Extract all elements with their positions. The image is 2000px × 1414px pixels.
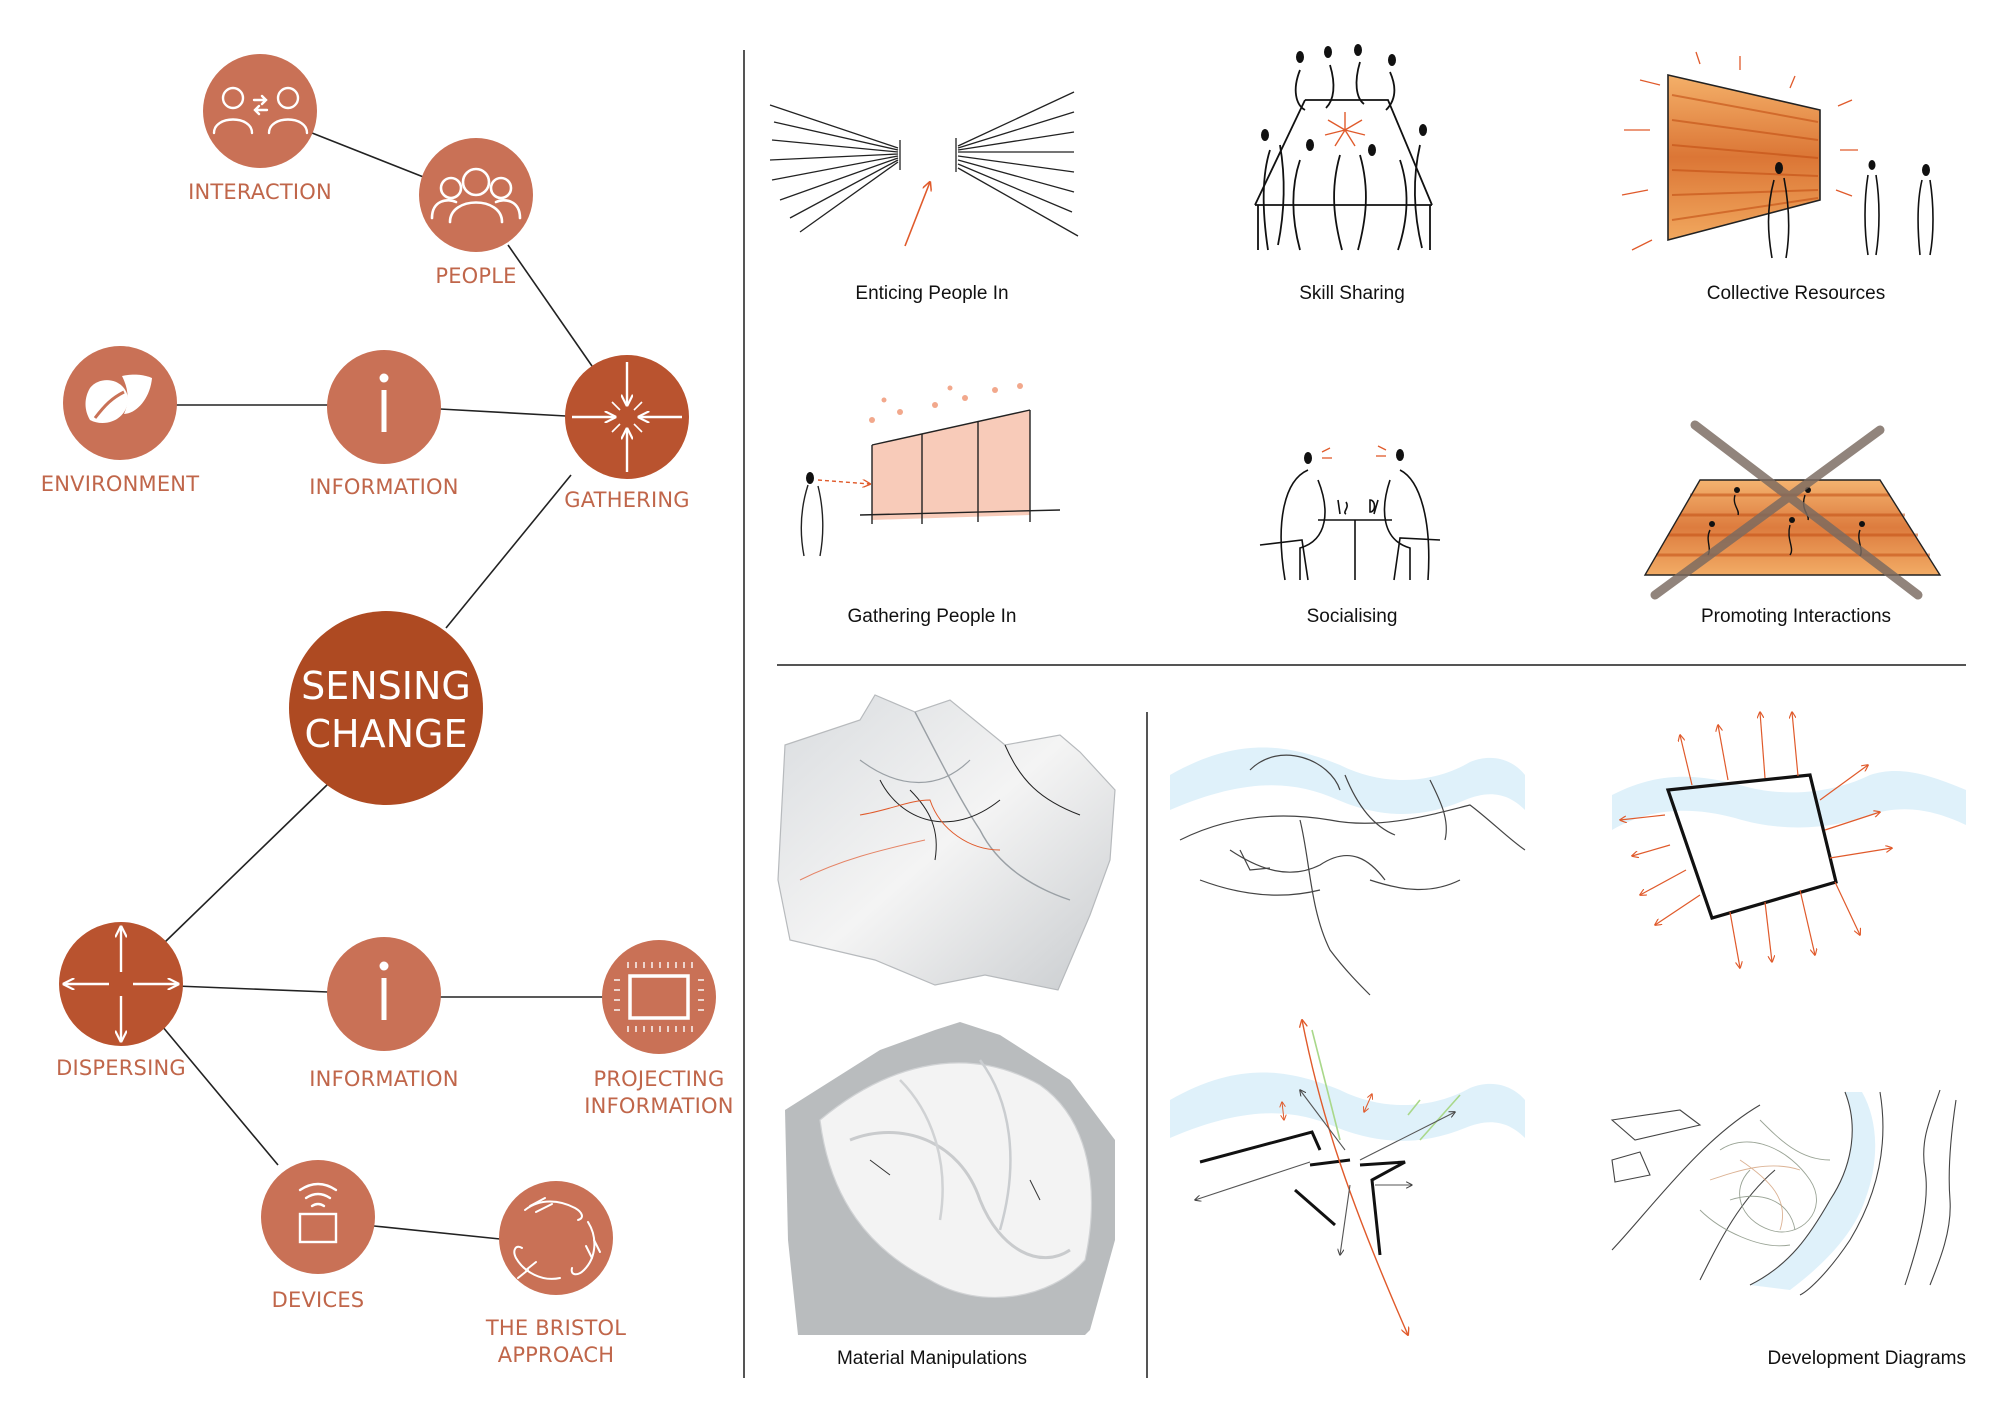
projecting-information-node[interactable] [602, 940, 716, 1054]
converging-spark [611, 401, 643, 433]
enticing-sketch [769, 91, 1079, 237]
info-icon [379, 961, 389, 1020]
material-photo-bottom [785, 1022, 1115, 1335]
caption-collective: Collective Resources [1706, 283, 1886, 304]
caption-socialising: Socialising [1306, 606, 1398, 627]
information-bottom-label: INFORMATION [309, 1067, 459, 1091]
joined-hands-icon [513, 1197, 601, 1280]
bristol-approach-label: THE BRISTOL APPROACH [478, 1315, 634, 1369]
dev-diagram-river-2 [1170, 1020, 1525, 1335]
devices-node[interactable] [261, 1160, 375, 1274]
promoting-interactions-sketch [1643, 420, 1942, 600]
people-label: PEOPLE [435, 264, 517, 288]
bristol-label-line1: THE BRISTOL [485, 1316, 627, 1340]
skill-sharing-heads [1261, 44, 1427, 156]
gathering-node[interactable] [565, 355, 689, 479]
dev-diagram-site-map [1610, 1089, 1957, 1296]
dispersing-node[interactable] [59, 922, 183, 1046]
skill-sharing-spark [1324, 112, 1366, 147]
info-icon [379, 373, 389, 432]
enticing-arrow [904, 182, 930, 247]
people-exchange-icon [212, 86, 309, 135]
gathering-in-sketch [800, 383, 1061, 557]
divider-lines [743, 50, 1966, 1378]
caption-enticing: Enticing People In [855, 283, 1009, 304]
sensing-change-title: SENSING CHANGE [289, 662, 483, 758]
socialising-heads [1304, 449, 1404, 464]
devices-label: DEVICES [271, 1288, 365, 1312]
gathering-label: GATHERING [564, 488, 690, 512]
caption-gathering-in: Gathering People In [847, 606, 1017, 627]
material-photo-top [777, 694, 1116, 991]
projecting-label-line1: PROJECTING [593, 1067, 725, 1091]
projecting-information-label: PROJECTING INFORMATION [580, 1066, 738, 1120]
dispersing-label: DISPERSING [56, 1056, 186, 1080]
dev-diagram-river-1 [1170, 747, 1526, 996]
network-connectors [161, 130, 603, 1240]
projecting-label-line2: INFORMATION [584, 1094, 734, 1118]
leaf-icon [85, 374, 152, 424]
socialising-sketch [1259, 469, 1441, 581]
converging-arrows-icon [572, 362, 682, 472]
caption-promoting: Promoting Interactions [1700, 606, 1892, 627]
bristol-approach-node[interactable] [499, 1181, 613, 1295]
caption-development: Development Diagrams [1767, 1348, 1966, 1369]
projector-screen-icon [614, 962, 704, 1032]
caption-material: Material Manipulations [836, 1348, 1028, 1369]
caption-skill-sharing: Skill Sharing [1299, 283, 1405, 304]
group-icon [430, 167, 522, 224]
wireless-device-icon [298, 1182, 338, 1244]
socialising-talk [1321, 445, 1387, 459]
dev-diagram-square [1612, 712, 1966, 968]
interaction-label: INTERACTION [188, 180, 332, 204]
sensing-change-node[interactable] [289, 611, 483, 805]
bristol-label-line2: APPROACH [497, 1343, 615, 1367]
sensing-change-line1: SENSING [301, 664, 471, 708]
diverging-arrows-icon [65, 928, 177, 1040]
skill-sharing-sketch [1254, 61, 1433, 251]
environment-label: ENVIRONMENT [40, 472, 200, 496]
collective-resources-sketch [1621, 51, 1934, 259]
information-top-label: INFORMATION [309, 475, 459, 499]
sensing-change-line2: CHANGE [304, 712, 468, 756]
